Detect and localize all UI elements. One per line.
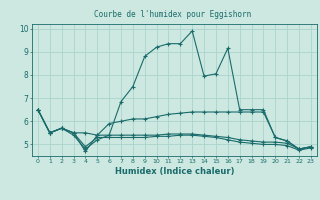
X-axis label: Humidex (Indice chaleur): Humidex (Indice chaleur): [115, 167, 234, 176]
Text: Courbe de l'humidex pour Eggishorn: Courbe de l'humidex pour Eggishorn: [94, 10, 252, 19]
